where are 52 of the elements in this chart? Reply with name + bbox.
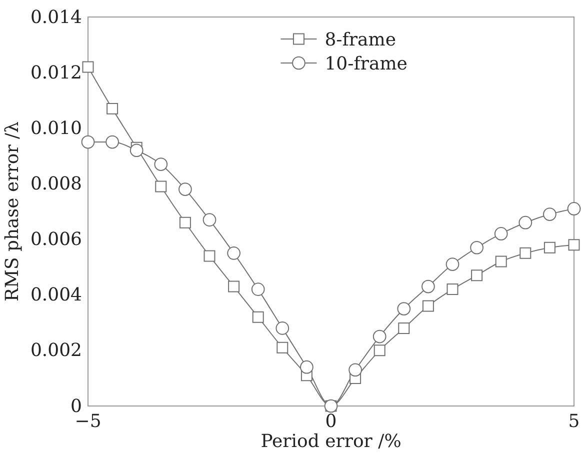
y-tick-label: 0.006 bbox=[30, 229, 82, 250]
point bbox=[446, 258, 460, 271]
y-tick-label: 0.014 bbox=[30, 6, 82, 28]
point bbox=[154, 158, 168, 171]
point bbox=[228, 280, 240, 292]
point bbox=[495, 256, 507, 268]
point bbox=[348, 363, 362, 377]
point bbox=[106, 102, 118, 114]
point bbox=[178, 182, 192, 196]
point bbox=[81, 135, 95, 149]
legend-label: 8-frame bbox=[324, 29, 396, 50]
point bbox=[422, 300, 434, 312]
point bbox=[422, 280, 435, 294]
point bbox=[179, 216, 191, 228]
point bbox=[567, 202, 581, 216]
point bbox=[324, 399, 338, 413]
point bbox=[543, 208, 556, 221]
point bbox=[544, 242, 556, 254]
point bbox=[374, 344, 386, 356]
point bbox=[106, 135, 119, 149]
point bbox=[568, 239, 580, 251]
point bbox=[82, 61, 94, 73]
point bbox=[494, 227, 508, 240]
point bbox=[372, 330, 386, 344]
point bbox=[155, 180, 167, 192]
point bbox=[446, 284, 458, 296]
point bbox=[251, 282, 265, 296]
y-axis-title: RMS phase error /λ bbox=[2, 122, 23, 302]
point bbox=[130, 144, 144, 158]
point bbox=[227, 246, 240, 260]
y-tick-label: 0.002 bbox=[30, 340, 82, 362]
point bbox=[300, 360, 314, 374]
point bbox=[276, 322, 290, 335]
point bbox=[520, 247, 532, 259]
x-tick-label: 0 bbox=[325, 410, 337, 432]
y-tick-label: 0.004 bbox=[30, 284, 82, 306]
point bbox=[470, 240, 484, 254]
x-axis-title: Period error /% bbox=[260, 431, 402, 452]
point bbox=[276, 342, 288, 354]
x-tick-label: 5 bbox=[568, 410, 580, 432]
y-tick-label: 0.010 bbox=[30, 118, 82, 139]
point bbox=[518, 216, 532, 230]
legend-label: 10-frame bbox=[324, 53, 408, 74]
y-tick-label: 0 bbox=[70, 396, 82, 417]
point bbox=[397, 302, 411, 316]
y-tick-label: 0.012 bbox=[30, 62, 82, 84]
point bbox=[252, 311, 264, 323]
point bbox=[398, 322, 410, 334]
y-tick-label: 0.008 bbox=[30, 173, 82, 194]
point bbox=[471, 270, 483, 282]
point bbox=[204, 250, 216, 262]
point bbox=[202, 213, 216, 227]
